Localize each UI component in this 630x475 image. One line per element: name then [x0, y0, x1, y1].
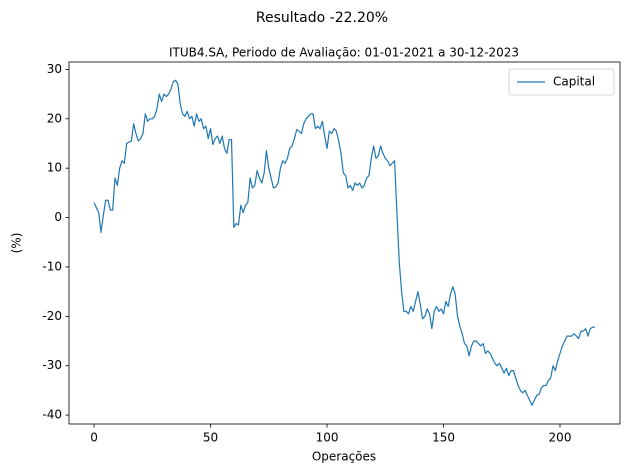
x-tick-label: 200: [549, 431, 572, 445]
y-tick-label: -10: [42, 259, 62, 273]
y-tick-label: 10: [47, 161, 62, 175]
x-tick-label: 150: [432, 431, 455, 445]
y-tick-label: -40: [42, 408, 62, 422]
x-tick-label: 50: [203, 431, 218, 445]
y-tick-label: 0: [54, 210, 62, 224]
y-tick-label: 20: [47, 111, 62, 125]
x-tick-label: 0: [90, 431, 98, 445]
y-axis-label: (%): [10, 233, 24, 254]
chart-title: Resultado -22.20%: [256, 10, 388, 26]
y-tick-label: 30: [47, 62, 62, 76]
y-tick-label: -20: [42, 309, 62, 323]
y-tick-label: -30: [42, 358, 62, 372]
x-tick-label: 100: [316, 431, 339, 445]
legend-box: [508, 68, 615, 96]
x-axis-label: Operações: [312, 450, 376, 464]
axes-frame: [68, 61, 621, 425]
chart-subtitle: ITUB4.SA, Periodo de Avaliação: 01-01-20…: [169, 46, 519, 60]
legend-label: Capital: [553, 75, 595, 89]
line-series: [93, 79, 595, 406]
